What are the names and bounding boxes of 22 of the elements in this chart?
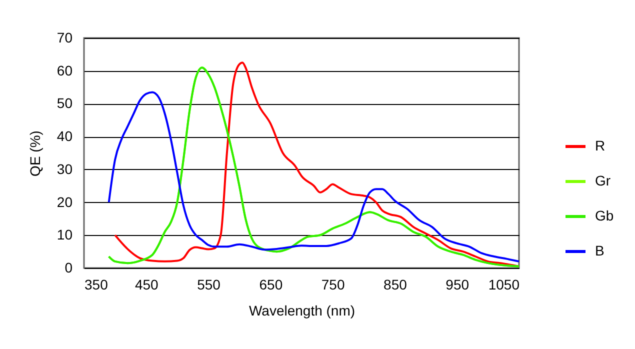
y-tick-label: 50 bbox=[56, 95, 73, 112]
y-tick-label: 60 bbox=[56, 62, 73, 78]
legend-label: R bbox=[595, 138, 606, 154]
x-tick-label: 850 bbox=[384, 276, 408, 292]
y-tick-label: 0 bbox=[64, 260, 73, 276]
x-tick-label: 550 bbox=[197, 276, 221, 292]
y-axis-title: QE (%) bbox=[26, 130, 43, 176]
x-tick-label: 450 bbox=[134, 276, 159, 292]
x-tick-label: 950 bbox=[446, 276, 470, 292]
x-tick-label: 350 bbox=[84, 276, 108, 292]
x-tick-label: 750 bbox=[321, 276, 345, 292]
legend-label: Gr bbox=[595, 172, 611, 188]
x-axis-title: Wavelength (nm) bbox=[248, 302, 356, 318]
legend-label: B bbox=[595, 242, 604, 258]
x-tick-label: 1050 bbox=[488, 276, 520, 292]
y-tick-label: 40 bbox=[56, 128, 73, 144]
y-tick-label: 10 bbox=[56, 226, 73, 243]
y-tick-label: 70 bbox=[56, 30, 73, 46]
legend-label: Gb bbox=[595, 208, 614, 224]
y-tick-label: 30 bbox=[56, 160, 73, 177]
y-tick-label: 20 bbox=[56, 194, 73, 210]
x-tick-label: 650 bbox=[259, 276, 283, 292]
